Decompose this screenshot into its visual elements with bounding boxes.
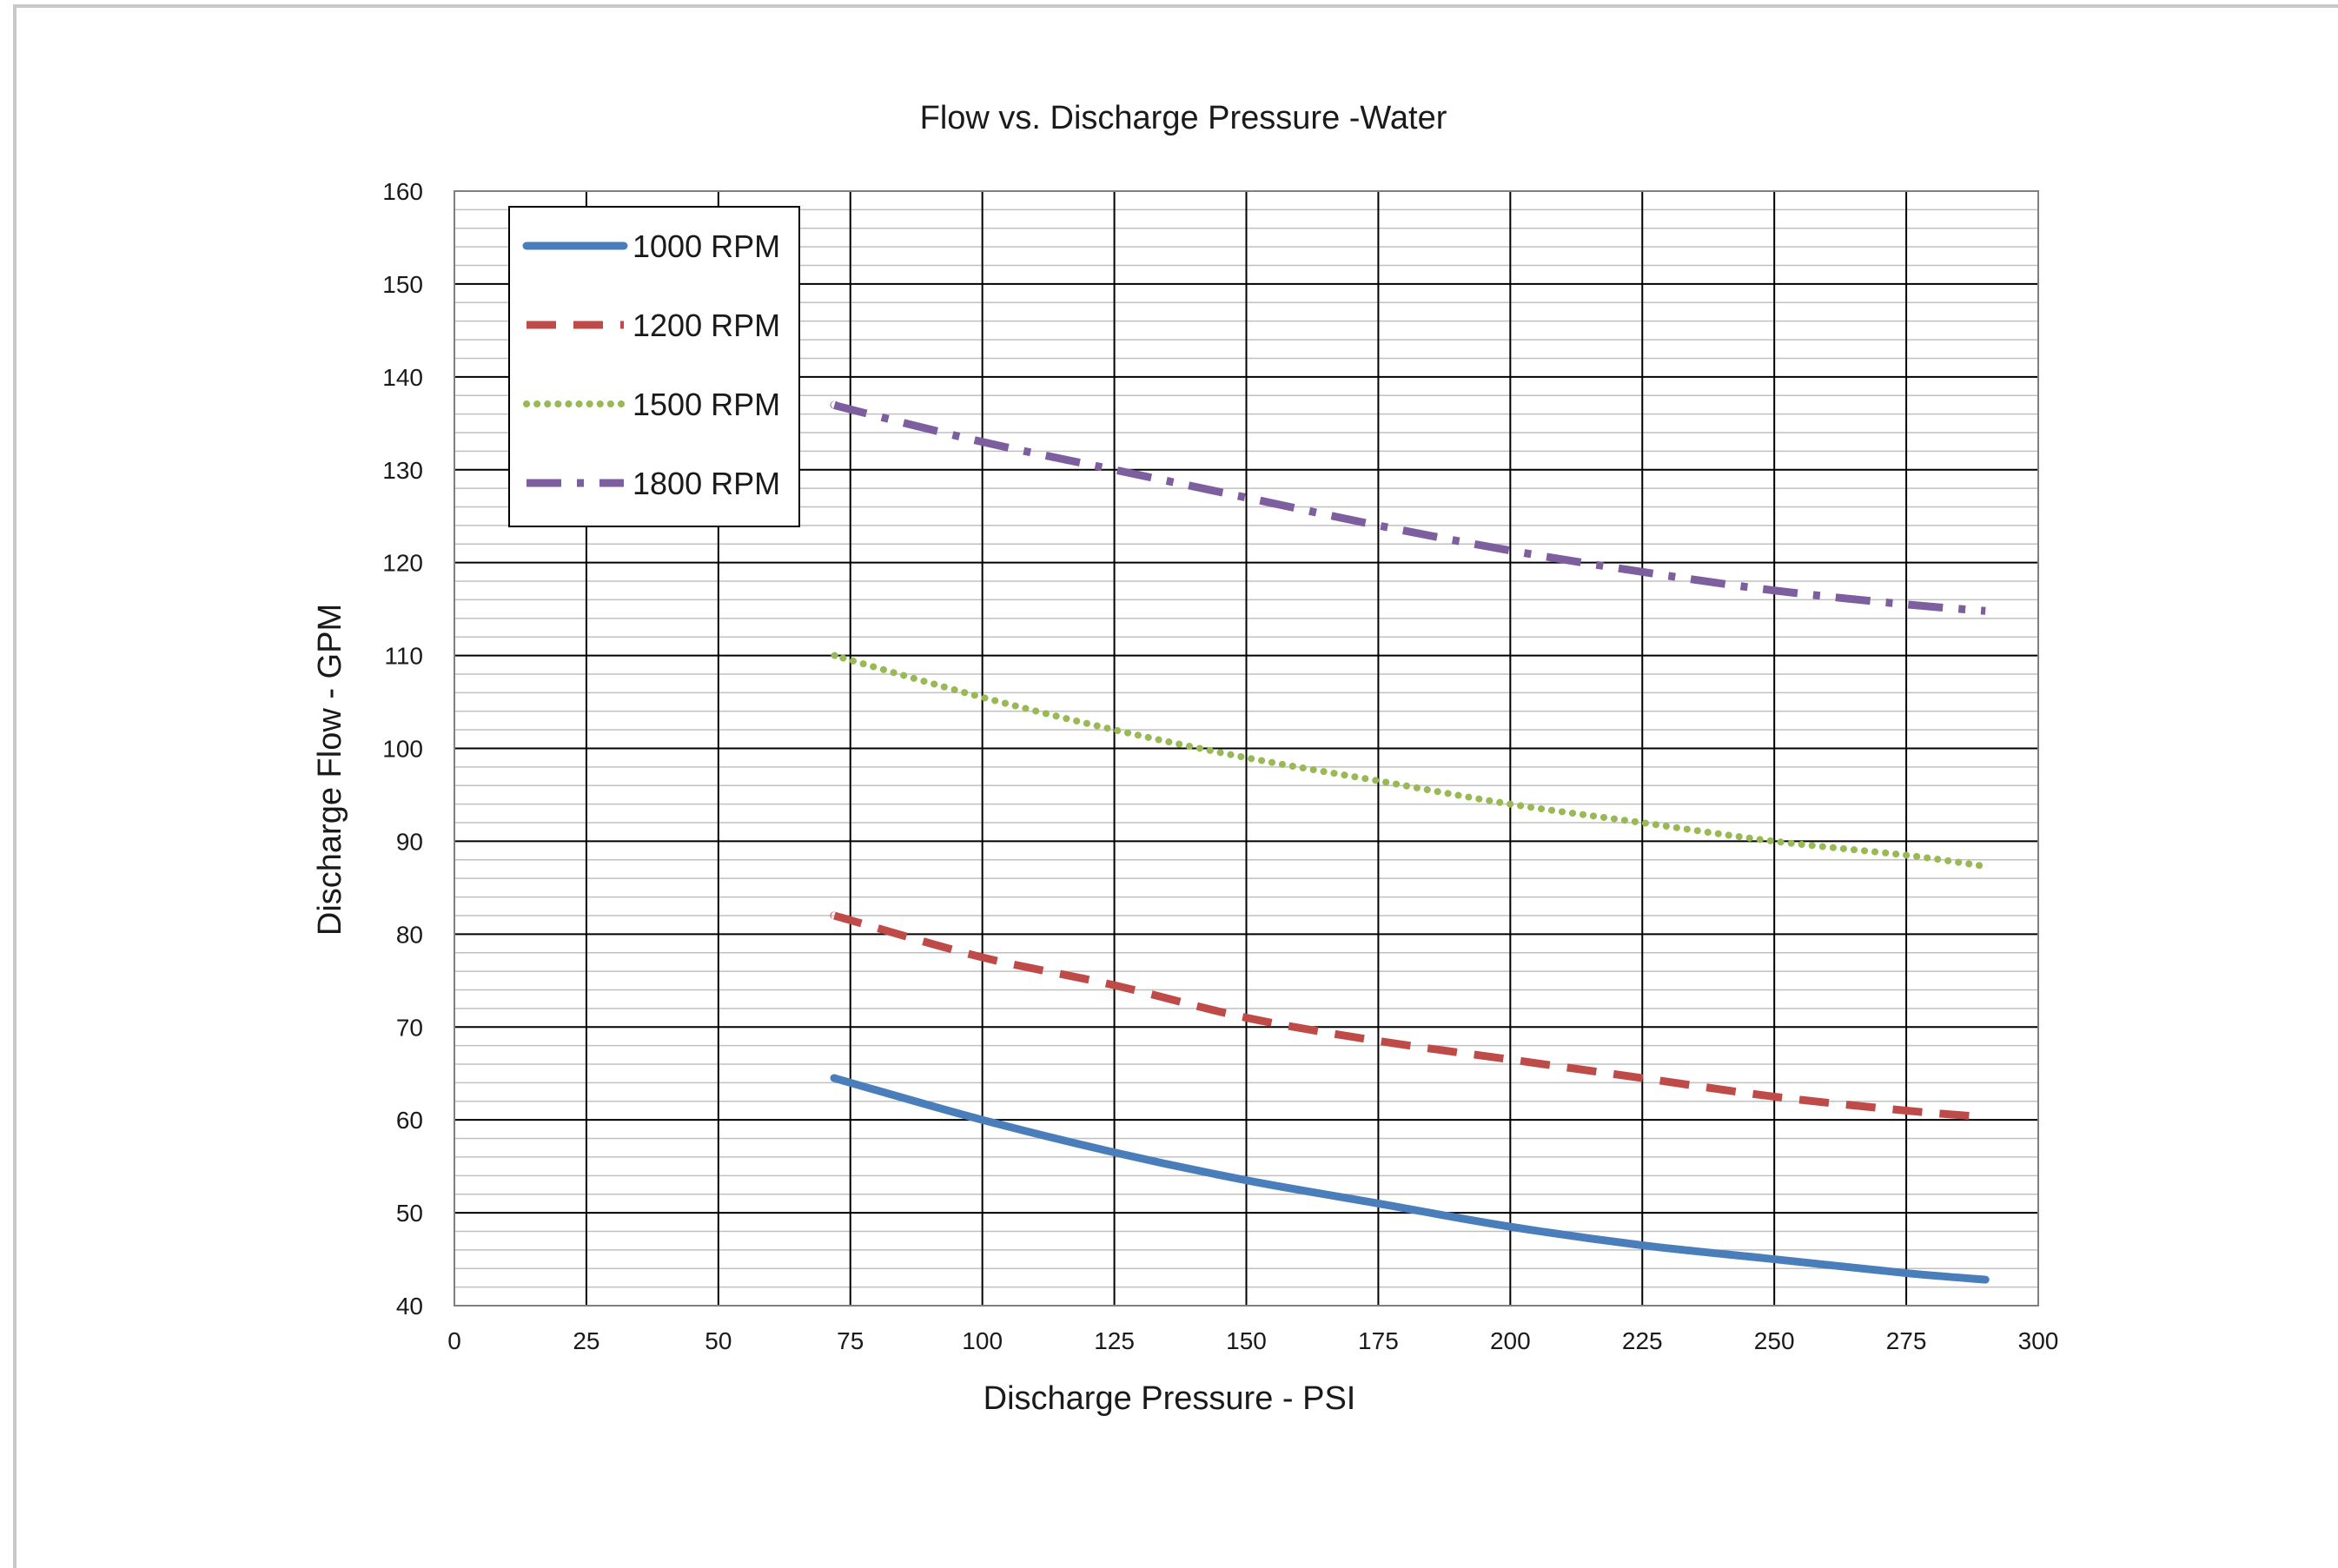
x-tick-label: 0	[447, 1327, 461, 1354]
y-tick-label: 80	[396, 921, 423, 948]
chart-title: Flow vs. Discharge Pressure -Water	[920, 100, 1447, 136]
x-tick-label: 175	[1358, 1327, 1399, 1354]
x-tick-label: 125	[1094, 1327, 1135, 1354]
y-axis-ticks: 40 50 60 70 80 90 100 110 120 130 140 150 160	[382, 178, 423, 1320]
x-tick-label: 150	[1226, 1327, 1267, 1354]
page-frame	[13, 4, 2338, 1568]
x-axis-label: Discharge Pressure - PSI	[984, 1380, 1356, 1417]
chart: 0 25 50 75 100 125 150 175 200 225 250 275 300 40 50 6…	[312, 100, 2058, 1417]
x-tick-label: 200	[1490, 1327, 1531, 1354]
y-tick-label: 130	[382, 457, 423, 484]
x-tick-label: 100	[962, 1327, 1003, 1354]
plot-area	[454, 190, 2039, 1307]
series-line-3	[831, 652, 1990, 870]
legend-label-3: 1500 RPM	[633, 387, 780, 422]
y-tick-label: 60	[396, 1107, 423, 1134]
y-tick-label: 150	[382, 271, 423, 298]
series-line-2	[830, 911, 1986, 1121]
legend-label-1: 1000 RPM	[633, 228, 780, 264]
legend-label-4: 1800 RPM	[633, 466, 780, 501]
x-tick-label: 225	[1622, 1327, 1663, 1354]
series-line-1	[830, 1074, 1990, 1284]
y-tick-label: 90	[396, 828, 423, 855]
x-axis-ticks: 0 25 50 75 100 125 150 175 200 225 250 275 300	[447, 1327, 2058, 1354]
x-tick-label: 75	[837, 1327, 864, 1354]
x-tick-label: 250	[1754, 1327, 1795, 1354]
series-layer	[830, 400, 1990, 1284]
x-tick-label: 25	[573, 1327, 599, 1354]
y-tick-label: 140	[382, 364, 423, 391]
series-line-4	[830, 400, 1986, 615]
x-tick-label: 275	[1886, 1327, 1927, 1354]
y-tick-label: 50	[396, 1200, 423, 1227]
y-tick-label: 100	[382, 736, 423, 763]
y-tick-label: 40	[396, 1293, 423, 1320]
legend: 1000 RPM 1200 RPM 1500 RPM 1800 RPM	[508, 206, 800, 527]
legend-box	[508, 206, 800, 527]
legend-label-2: 1200 RPM	[633, 308, 780, 343]
y-axis-label: Discharge Flow - GPM	[312, 604, 348, 936]
x-tick-label: 300	[2018, 1327, 2059, 1354]
x-tick-label: 50	[705, 1327, 732, 1354]
y-tick-label: 160	[382, 178, 423, 205]
y-tick-label: 120	[382, 550, 423, 577]
y-tick-label: 110	[384, 643, 423, 670]
y-tick-label: 70	[396, 1014, 423, 1041]
